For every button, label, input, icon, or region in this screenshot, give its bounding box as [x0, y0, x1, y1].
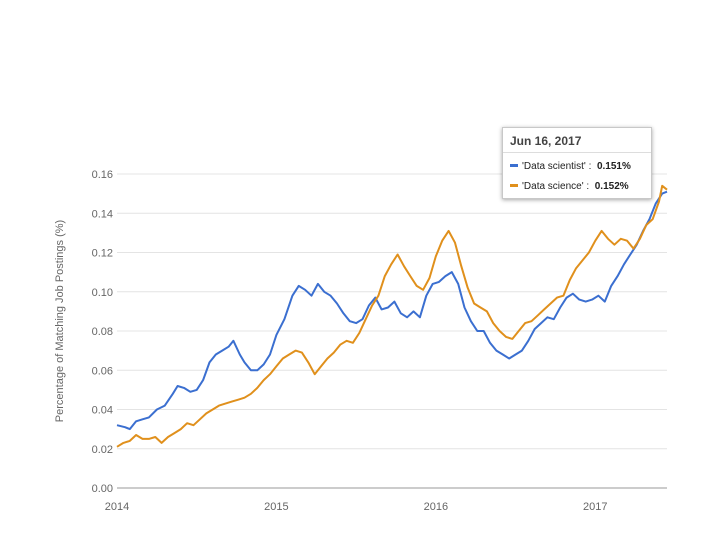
y-tick-label: 0.04 — [92, 405, 113, 417]
x-tick-label: 2016 — [424, 501, 448, 513]
y-tick-label: 0.16 — [92, 169, 113, 181]
tooltip-date: Jun 16, 2017 — [510, 134, 582, 148]
x-axis-tick-labels: 2014 2015 2016 2017 — [105, 501, 608, 513]
series-line-data-scientist — [116, 190, 668, 431]
x-tick-label: 2017 — [583, 501, 607, 513]
tooltip-value: 0.151% — [596, 161, 631, 172]
y-axis-title: Percentage of Matching Job Postings (%) — [54, 220, 66, 422]
x-tick-label: 2014 — [105, 501, 129, 513]
series-lines — [116, 184, 668, 448]
y-tick-label: 0.14 — [92, 208, 113, 220]
y-axis-tick-labels: 0.00 0.02 0.04 0.06 0.08 0.10 0.12 0.14 0.16 — [92, 169, 113, 495]
data-scientist-swatch — [510, 163, 518, 167]
tooltip-divider — [503, 152, 651, 153]
x-tick-label: 2015 — [264, 501, 288, 513]
series-line-data-science — [116, 184, 668, 448]
y-tick-label: 0.06 — [92, 365, 113, 377]
y-tick-label: 0.02 — [92, 444, 113, 456]
y-tick-label: 0.10 — [92, 287, 113, 299]
tooltip-row-data-science: 'Data science' : 0.152% — [510, 181, 629, 192]
tooltip-value: 0.152% — [594, 181, 629, 192]
hover-tooltip: Jun 16, 2017 'Data scientist' : 0.151% '… — [502, 127, 652, 199]
data-science-swatch — [510, 183, 518, 187]
y-tick-label: 0.12 — [92, 248, 113, 260]
grid-lines — [117, 173, 667, 489]
tooltip-label: 'Data scientist' : — [522, 161, 592, 172]
y-tick-label: 0.08 — [92, 326, 113, 338]
y-tick-label: 0.00 — [92, 483, 113, 495]
tooltip-label: 'Data science' : — [522, 181, 590, 192]
tooltip-row-data-scientist: 'Data scientist' : 0.151% — [510, 161, 631, 172]
